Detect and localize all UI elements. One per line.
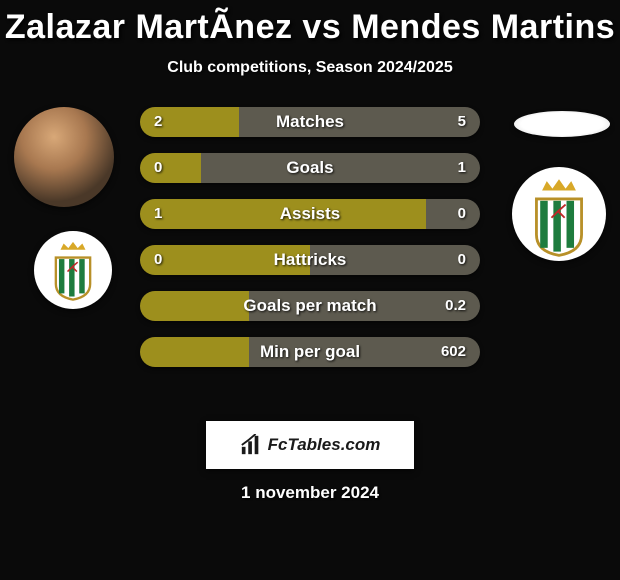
comparison-panel: 25Matches 01Goals 10Assists 00Hattricks 0.2G…: [0, 107, 620, 407]
player-right-crest: [512, 167, 606, 261]
brand-box: FcTables.com: [206, 421, 414, 469]
stat-row: 01Goals: [140, 153, 480, 183]
stat-row: 0.2Goals per match: [140, 291, 480, 321]
page-title: Zalazar MartÃ­nez vs Mendes Martins: [0, 0, 620, 47]
player-left-crest: [34, 231, 112, 309]
stat-row: 602Min per goal: [140, 337, 480, 367]
stat-row: 00Hattricks: [140, 245, 480, 275]
stat-label: Assists: [140, 199, 480, 229]
player-right-photo: [514, 111, 610, 137]
stat-row: 25Matches: [140, 107, 480, 137]
stat-row: 10Assists: [140, 199, 480, 229]
brand-label: FcTables.com: [268, 435, 381, 455]
stat-label: Matches: [140, 107, 480, 137]
stat-label: Hattricks: [140, 245, 480, 275]
stat-label: Goals per match: [140, 291, 480, 321]
stat-label: Goals: [140, 153, 480, 183]
brand-chart-icon: [240, 434, 262, 456]
date-label: 1 november 2024: [0, 483, 620, 503]
stat-label: Min per goal: [140, 337, 480, 367]
player-left-photo: [14, 107, 114, 207]
stats-list: 25Matches 01Goals 10Assists 00Hattricks 0.2G…: [140, 107, 480, 383]
page-subtitle: Club competitions, Season 2024/2025: [0, 59, 620, 77]
